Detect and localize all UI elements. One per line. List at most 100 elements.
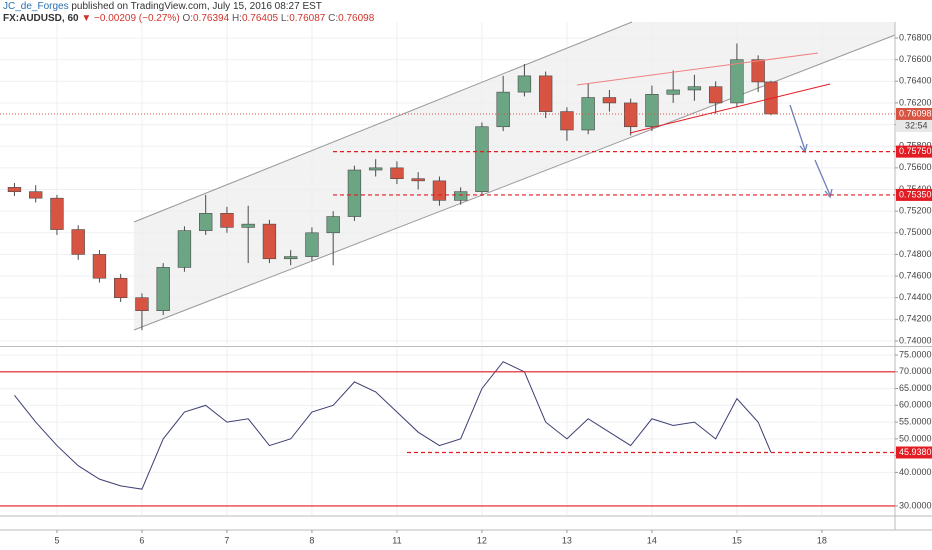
wedge-upper (576, 52, 819, 86)
ohlc-value: 0.76098 (338, 13, 375, 24)
level-label-box (896, 145, 932, 158)
y-tick-label: 55.0000 (899, 416, 932, 426)
candle-body (284, 256, 298, 260)
x-tick-label: 18 (817, 535, 827, 545)
candle-body (560, 111, 574, 131)
header: JC_de_Forges published on TradingView.co… (3, 1, 374, 25)
candle-body (369, 167, 383, 171)
candle-body (29, 191, 43, 199)
candle-body (199, 213, 213, 231)
channel-fill (134, 22, 895, 330)
x-tick-label: 8 (309, 535, 314, 545)
published: published on TradingView.com, July 15, 2… (71, 1, 322, 12)
y-tick-label: 0.74200 (899, 314, 932, 324)
countdown-box (896, 119, 932, 132)
header-line: FX:AUDUSD, 60 ▼ −0.00209 (−0.27%) O: 0.76… (3, 13, 374, 25)
last-price-label: 0.76098 (899, 108, 932, 118)
candle-body (602, 97, 617, 104)
rsi-line (14, 361, 772, 490)
candle-body (262, 223, 277, 260)
candle-body (347, 169, 362, 217)
level-label-box (896, 188, 932, 201)
candle-body (305, 232, 319, 257)
y-tick-label: 0.75800 (899, 141, 932, 151)
change: ▼ −0.00209 (−0.27%) (81, 13, 180, 24)
y-tick-label: 0.76400 (899, 76, 932, 86)
candle-body (708, 86, 723, 104)
y-tick-label: 0.75000 (899, 227, 932, 237)
x-tick-label: 15 (732, 535, 742, 545)
author[interactable]: JC_de_Forges (3, 1, 69, 12)
level-label: 0.75350 (899, 189, 932, 199)
y-tick-label: 0.75400 (899, 184, 932, 194)
candle-body (135, 297, 149, 311)
candle-body (623, 102, 638, 128)
candle-body (390, 167, 404, 179)
candle-body (730, 59, 744, 104)
level-label: 45.9380 (899, 447, 932, 457)
candle-body (114, 277, 128, 299)
y-tick-label: 0.74600 (899, 270, 932, 280)
y-tick-label: 0.75600 (899, 162, 932, 172)
candle-body (666, 89, 680, 95)
y-tick-label: 0.76600 (899, 54, 932, 64)
ohlc-value: 0.76405 (241, 13, 279, 24)
x-tick-label: 5 (54, 535, 59, 545)
x-tick-label: 13 (562, 535, 572, 545)
arrow-head (824, 188, 833, 199)
level-label: 0.75750 (899, 146, 932, 156)
y-tick-label: 70.0000 (899, 366, 932, 376)
ohlc-label: C: (328, 13, 339, 24)
arrow (789, 104, 806, 151)
y-tick-label: 0.74400 (899, 292, 932, 302)
y-tick-label: 60.0000 (899, 400, 932, 410)
candle-body (71, 229, 85, 255)
symbol: FX:AUDUSD, 60 (3, 13, 79, 24)
arrow (814, 159, 831, 196)
y-tick-label: 0.75200 (899, 206, 932, 216)
candle-body (453, 191, 468, 201)
y-tick-label: 65.0000 (899, 383, 932, 393)
candle-body (7, 187, 22, 192)
y-tick-label: 0.74000 (899, 335, 932, 345)
y-tick-label: 40.0000 (899, 467, 932, 477)
x-tick-label: 12 (477, 535, 487, 545)
y-tick-label: 0.74800 (899, 249, 932, 259)
candle-body (220, 213, 234, 228)
y-tick-label: 0.76200 (899, 97, 932, 107)
candle-body (411, 178, 425, 182)
channel-upper (133, 21, 633, 223)
candle-body (50, 197, 64, 230)
candle-body (156, 267, 170, 311)
last-price-box (896, 107, 932, 120)
x-tick-label: 7 (224, 535, 229, 545)
candle-body (241, 223, 255, 228)
candle-body (645, 93, 659, 128)
candle-body (326, 216, 340, 234)
ohlc-label: L: (280, 13, 290, 24)
y-tick-label: 75.0000 (899, 349, 932, 359)
x-tick-label: 6 (139, 535, 144, 545)
candle-body (751, 59, 765, 83)
candle-body (764, 81, 778, 115)
y-tick-label: 30.0000 (899, 500, 932, 510)
candle-body (475, 126, 489, 192)
countdown-label: 32:54 (905, 120, 928, 130)
wedge-lower (629, 83, 831, 134)
x-tick-label: 11 (392, 535, 401, 545)
y-tick-label: 50.0000 (899, 433, 932, 443)
candle-body (496, 91, 510, 128)
y-tick-label: 0.76800 (899, 32, 932, 42)
x-tick-label: 14 (647, 535, 657, 545)
candle-body (92, 254, 107, 279)
candle-body (432, 180, 447, 201)
ohlc-label: O: (182, 13, 193, 24)
candle-body (517, 75, 532, 93)
ohlc-label: H: (231, 13, 242, 24)
level-label-box (896, 446, 932, 459)
candle-body (177, 230, 192, 268)
candle-body (538, 75, 553, 112)
candle-body (687, 86, 702, 91)
